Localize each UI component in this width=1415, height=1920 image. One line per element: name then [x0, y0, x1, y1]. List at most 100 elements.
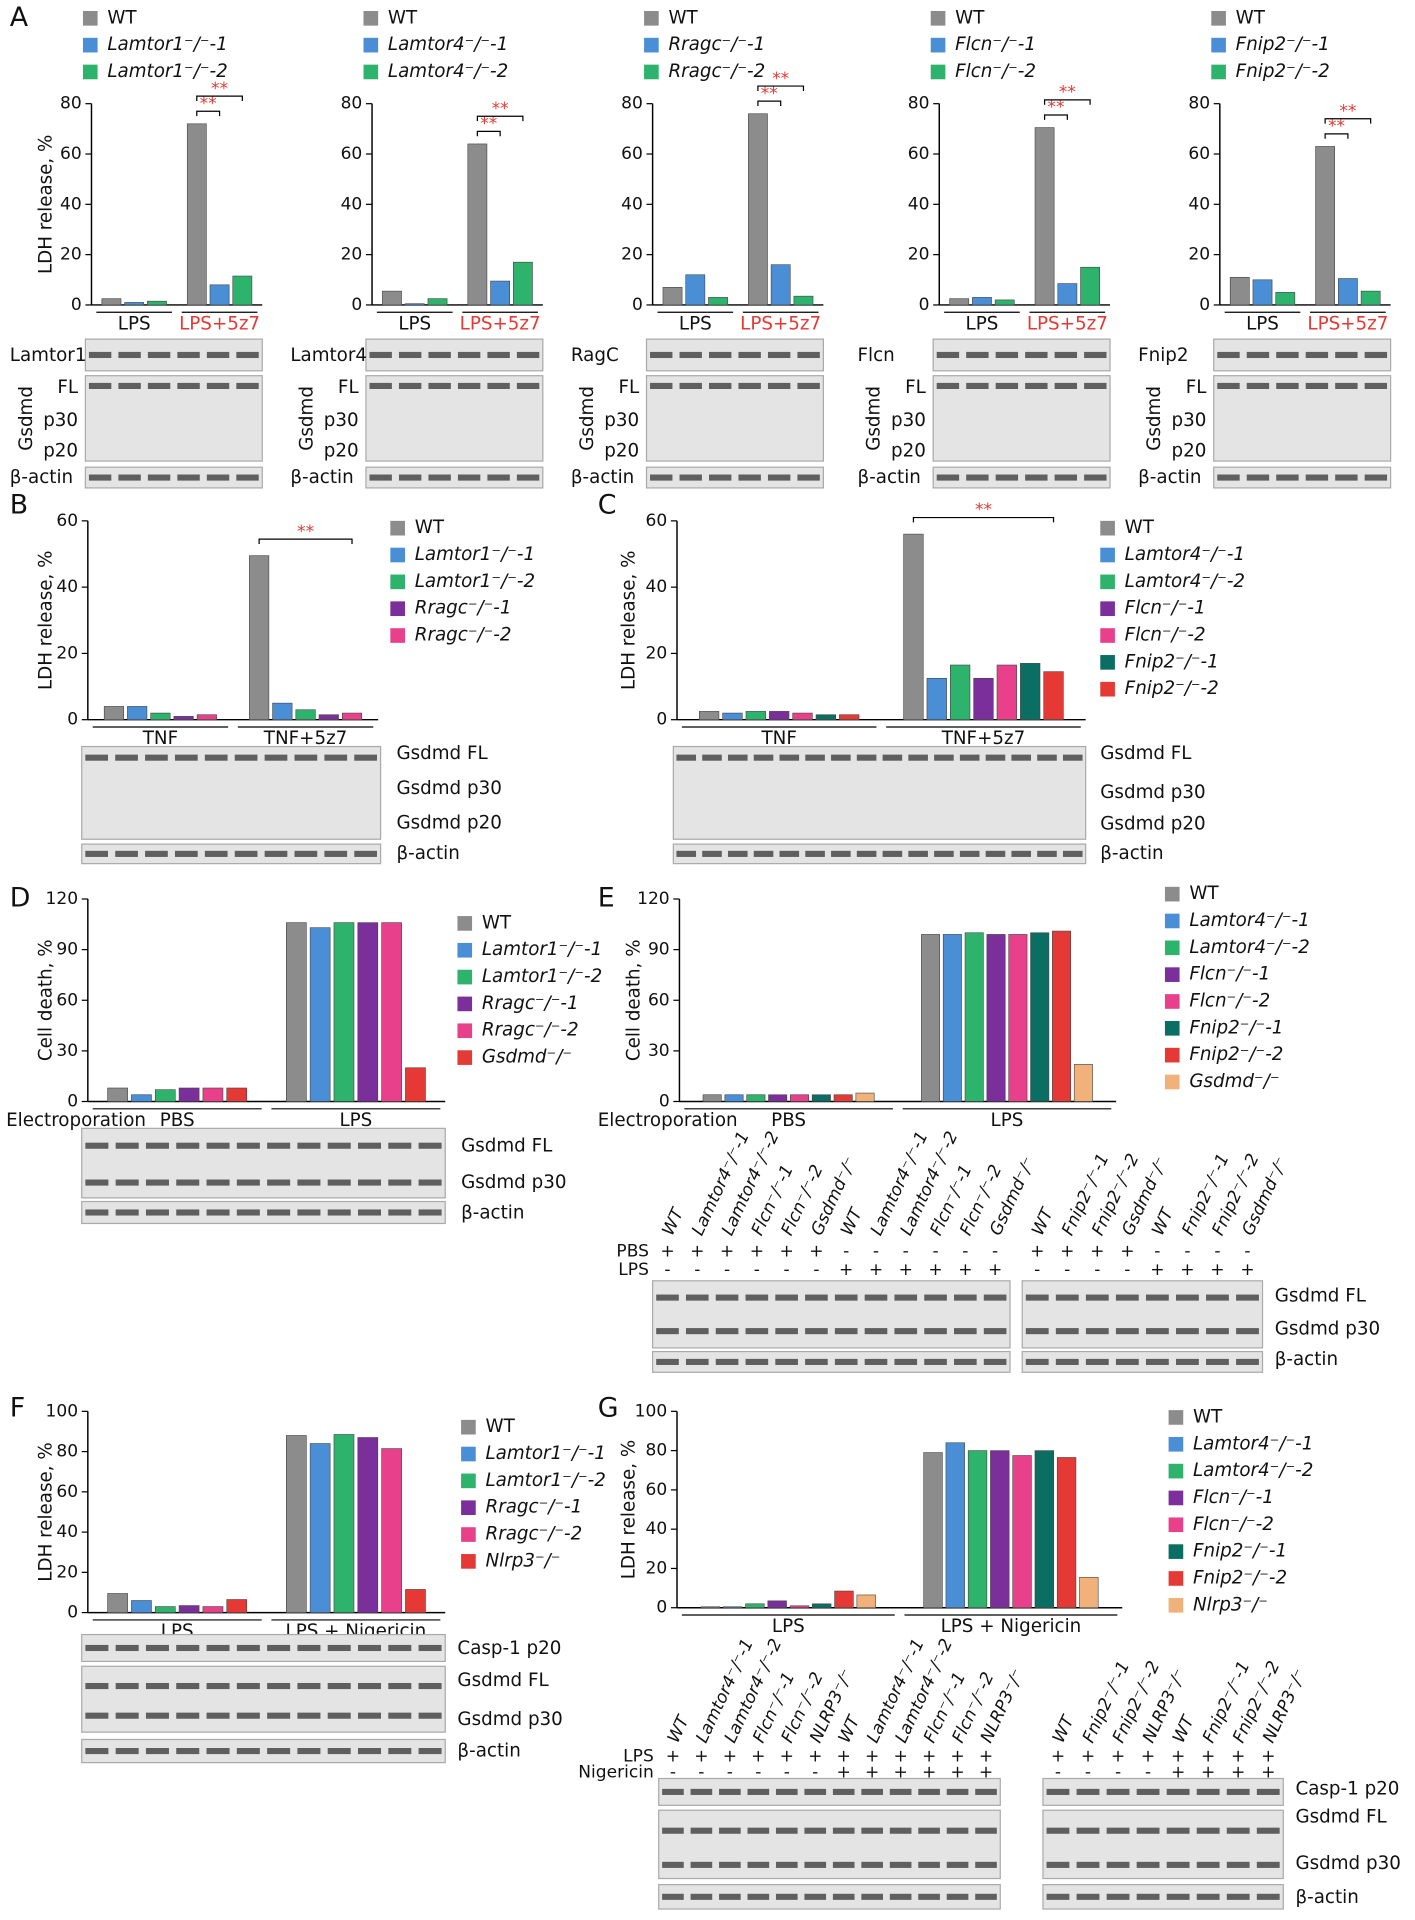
blot-band: [954, 1358, 977, 1365]
bar: [770, 264, 791, 306]
legend-label: Lamtor1⁻/⁻-1: [485, 1443, 605, 1464]
legend-label: Flcn⁻/⁻-2: [955, 61, 1036, 82]
bar: [903, 533, 924, 720]
blot-band: [831, 850, 851, 857]
blot-band: [1276, 382, 1299, 390]
significance: **: [480, 114, 498, 134]
blot: [1042, 1809, 1284, 1880]
x-tick-label: LPS: [991, 1110, 1024, 1131]
blot-band: [1076, 1861, 1100, 1868]
blot-band: [174, 754, 198, 761]
significance-bracket: [258, 538, 353, 544]
treatment-sign: +: [837, 1747, 851, 1767]
blot-band: [831, 754, 851, 761]
y-tick-label: 60: [1188, 144, 1210, 164]
blot-label: β-actin: [1295, 1887, 1358, 1908]
blot-band: [894, 1328, 918, 1335]
blot-band: [1136, 1788, 1160, 1795]
y-tick-label: 60: [908, 144, 930, 164]
legend-swatch: [457, 942, 473, 958]
blot-band: [1335, 382, 1358, 390]
y-tick-label: 90: [648, 940, 670, 960]
blot-band: [767, 474, 791, 481]
y-tick-label: 60: [621, 144, 643, 164]
bar: [698, 711, 720, 720]
y-tick-label: 0: [67, 1091, 78, 1111]
blot-band: [1364, 474, 1388, 481]
treatment-sign: +: [694, 1747, 708, 1767]
bar: [746, 1094, 766, 1102]
blot-band: [267, 1712, 291, 1719]
bar: [405, 1589, 426, 1613]
y-tick-label: 80: [621, 94, 643, 114]
treatment-sign: -: [1244, 1242, 1250, 1262]
bar: [1057, 283, 1078, 306]
significance: **: [975, 500, 993, 520]
y-tick-label: 40: [60, 194, 82, 214]
blot-band: [487, 474, 510, 481]
bar: [513, 261, 533, 306]
significance-bracket: [1324, 118, 1372, 124]
blot-band: [1206, 1294, 1229, 1301]
blot-band: [234, 850, 258, 857]
y-tick-label: 0: [71, 295, 82, 315]
significance-bracket: [476, 115, 524, 122]
blot-band: [959, 754, 980, 761]
legend-swatch: [1168, 1463, 1184, 1479]
blot-band: [418, 1142, 442, 1149]
bar: [833, 1094, 853, 1102]
blot-band: [1217, 351, 1240, 359]
bar: [272, 702, 293, 721]
blot-band: [487, 382, 510, 390]
blot-band: [832, 1861, 855, 1868]
y-tick-label: 40: [1188, 194, 1210, 214]
treatment-sign: +: [1180, 1260, 1194, 1280]
blot-band: [177, 382, 200, 390]
treatment-sign: +: [1111, 1747, 1125, 1767]
blot-label: p20: [43, 440, 78, 461]
blot-band: [775, 1358, 798, 1365]
blot-band: [715, 1358, 739, 1365]
blot-band: [954, 1328, 977, 1335]
x-tick-label: TNF: [142, 728, 178, 749]
blot-band: [753, 754, 774, 761]
bar: [178, 1087, 200, 1102]
blot-band: [1054, 382, 1078, 390]
blot-band: [894, 1358, 918, 1365]
y-tick-label: 80: [60, 94, 82, 114]
blot: [651, 1280, 1011, 1349]
row-label: PBS: [616, 1242, 649, 1262]
blot-band: [1226, 1788, 1250, 1795]
legend-label: Lamtor4⁻/⁻-1: [1125, 544, 1245, 565]
blot-band: [297, 1209, 321, 1216]
blot-band: [662, 1861, 684, 1868]
blot-band: [1206, 1358, 1229, 1365]
legend-label: Flcn⁻/⁻-1: [1189, 964, 1270, 985]
blot-band: [1106, 1788, 1130, 1795]
blot-label: Gsdmd: [296, 386, 317, 451]
legend-swatch: [363, 64, 379, 80]
treatment-sign: +: [660, 1242, 674, 1262]
blot-band: [236, 1644, 260, 1652]
y-tick-label: 80: [1188, 94, 1210, 114]
blot-band: [975, 1827, 997, 1834]
blot-band: [983, 1294, 1007, 1301]
blot-band: [709, 382, 732, 390]
legend-label: WT: [485, 1416, 515, 1437]
blot: [672, 745, 1087, 840]
blot-band: [1136, 1893, 1160, 1900]
blot-band: [369, 382, 392, 390]
blot-band: [936, 351, 960, 359]
bar: [427, 298, 448, 306]
blot-band: [1055, 1328, 1079, 1335]
y-tick-label: 100: [635, 1401, 668, 1421]
significance-bracket: [476, 130, 501, 137]
blot-band: [709, 351, 732, 359]
blot-band: [297, 1179, 321, 1186]
blot-band: [147, 382, 171, 390]
blot-band: [924, 1328, 947, 1335]
blot-band: [889, 1861, 912, 1868]
legend-label: Rragc⁻/⁻-2: [482, 1020, 579, 1041]
treatment-sign: -: [698, 1762, 704, 1782]
blot-band: [1076, 1893, 1100, 1900]
